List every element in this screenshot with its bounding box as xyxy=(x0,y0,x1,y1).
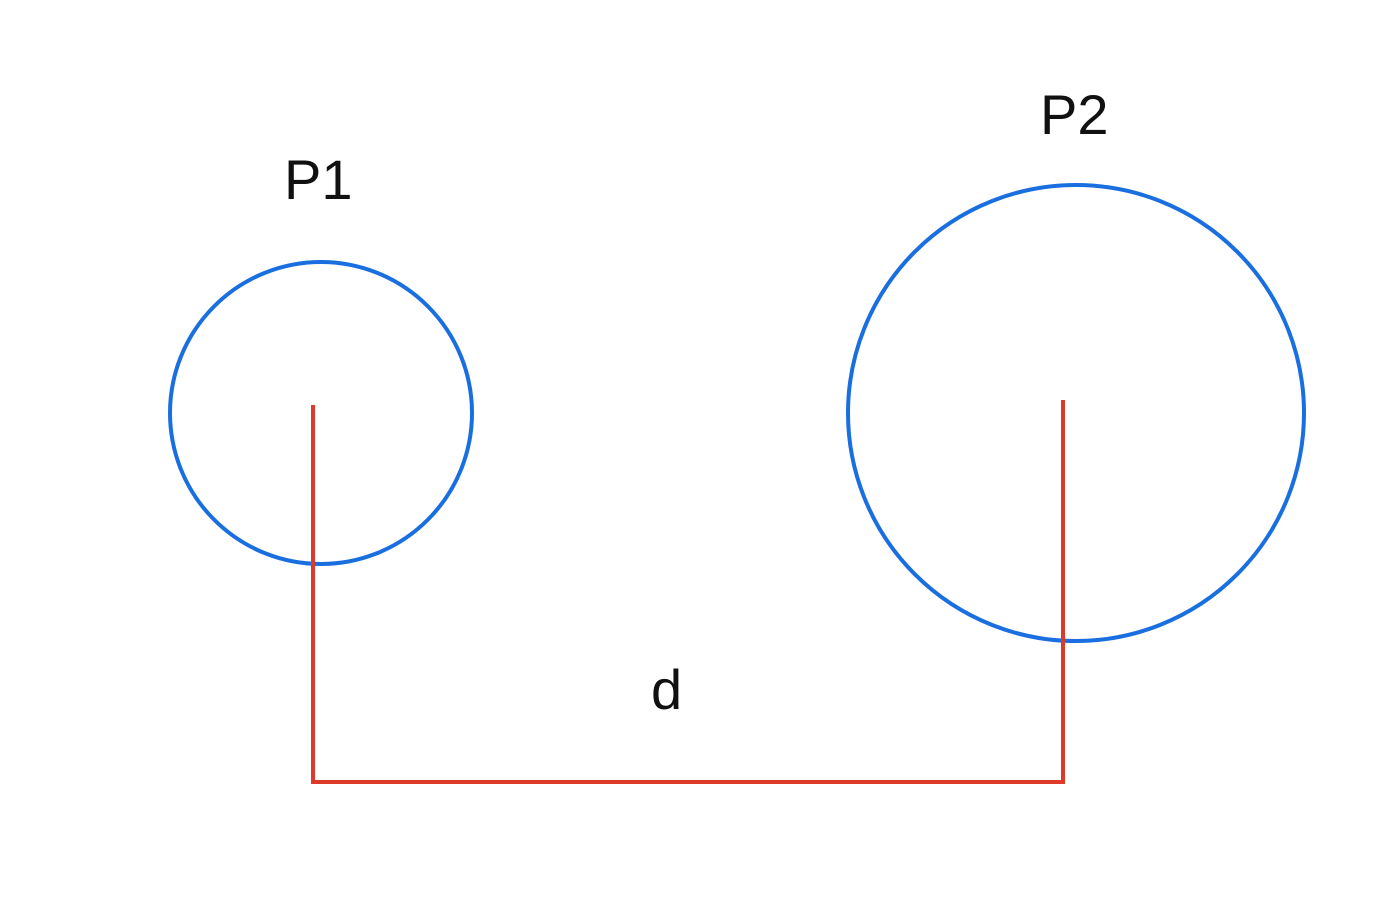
label-distance: d xyxy=(651,658,682,721)
label-p2: P2 xyxy=(1040,83,1109,146)
circle-p2 xyxy=(846,183,1306,643)
distance-connector xyxy=(311,400,1065,784)
label-p1: P1 xyxy=(284,148,353,211)
circle-p1 xyxy=(168,260,474,566)
